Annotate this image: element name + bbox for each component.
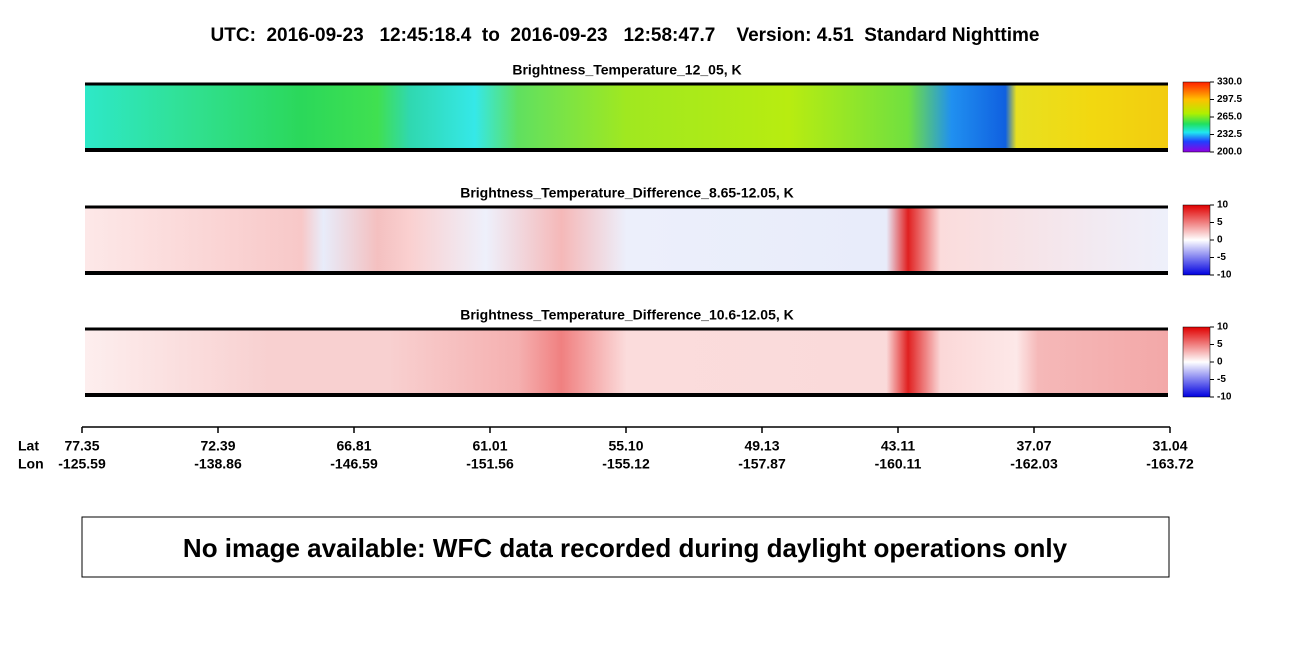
message-box	[81, 516, 1170, 578]
colorbar-tick-label: 200.0	[1217, 147, 1242, 158]
lon-label: -146.59	[330, 456, 378, 472]
colorbar-tick-label: -5	[1217, 374, 1226, 385]
lat-label: 72.39	[200, 438, 235, 454]
axis-row-label: Lon	[18, 456, 44, 472]
colorbar-tick-label: 265.0	[1217, 112, 1242, 123]
lon-label: -155.12	[602, 456, 650, 472]
colorbar-tick-label: 10	[1217, 200, 1229, 211]
panel-title: Brightness_Temperature_12_05, K	[512, 62, 741, 78]
axis-row-label: Lat	[18, 438, 39, 454]
colorbar-tick-label: 297.5	[1217, 94, 1242, 105]
lon-label: -160.11	[875, 456, 922, 472]
lat-label: 66.81	[336, 438, 371, 454]
lat-label: 61.01	[472, 438, 507, 454]
lat-label: 37.07	[1016, 438, 1051, 454]
colorbar-tick-label: 10	[1217, 322, 1229, 333]
colorbar	[1182, 204, 1211, 276]
lat-label: 49.13	[744, 438, 779, 454]
image-strip	[85, 84, 1168, 150]
colorbar-tick-label: 0	[1217, 357, 1223, 368]
colorbar-tick-label: -10	[1217, 270, 1232, 281]
lat-label: 77.35	[64, 438, 99, 454]
colorbar-tick-label: 232.5	[1217, 129, 1242, 140]
image-strip	[85, 207, 1168, 273]
colorbar-tick-label: 5	[1217, 339, 1223, 350]
title: UTC: 2016-09-23 12:45:18.4 to 2016-09-23…	[211, 25, 1040, 46]
lon-label: -151.56	[466, 456, 514, 472]
lat-label: 43.11	[881, 438, 915, 454]
lon-label: -163.72	[1146, 456, 1194, 472]
lat-label: 31.04	[1152, 438, 1187, 454]
lon-label: -138.86	[194, 456, 242, 472]
lon-label: -125.59	[58, 456, 106, 472]
panel-title: Brightness_Temperature_Difference_8.65-1…	[460, 185, 794, 201]
image-strip	[85, 329, 1168, 395]
colorbar	[1182, 326, 1211, 398]
colorbar	[1182, 81, 1211, 153]
lat-label: 55.10	[608, 438, 643, 454]
colorbar-tick-label: -10	[1217, 392, 1232, 403]
colorbar-tick-label: 5	[1217, 217, 1223, 228]
colorbar-tick-label: -5	[1217, 252, 1226, 263]
colorbar-tick-label: 330.0	[1217, 77, 1242, 88]
lon-label: -157.87	[738, 456, 786, 472]
lon-label: -162.03	[1010, 456, 1058, 472]
colorbar-tick-label: 0	[1217, 235, 1223, 246]
panel-title: Brightness_Temperature_Difference_10.6-1…	[460, 307, 794, 323]
message: No image available: WFC data recorded du…	[183, 533, 1068, 563]
